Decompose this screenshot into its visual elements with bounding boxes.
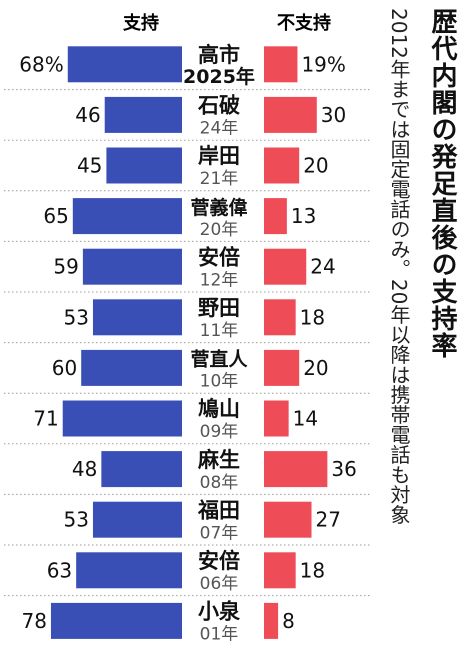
cabinet-year-label: 12年 <box>200 270 239 290</box>
cabinet-name-label: 岸田 <box>198 144 240 168</box>
nonsupport-bar <box>264 501 312 538</box>
support-bar <box>106 147 182 184</box>
cabinet-name-label: 安倍 <box>198 245 240 269</box>
nonsupport-value-label: 20 <box>303 154 328 178</box>
cabinet-year-label: 10年 <box>200 372 239 392</box>
cabinet-year-label: 21年 <box>200 169 239 189</box>
nonsupport-value-label: 18 <box>300 305 325 329</box>
support-bar <box>76 552 182 589</box>
nonsupport-value-label: 14 <box>293 407 318 431</box>
nonsupport-bar <box>264 198 287 235</box>
support-bar <box>104 96 182 133</box>
cabinet-year-label: 24年 <box>200 119 239 139</box>
support-value-label: 71 <box>33 407 58 431</box>
cabinet-year-label: 08年 <box>200 473 239 493</box>
cabinet-name-label: 菅義偉 <box>190 196 247 219</box>
nonsupport-bar <box>264 451 328 488</box>
cabinet-year-label: 11年 <box>200 321 239 341</box>
nonsupport-bar <box>264 299 296 336</box>
support-bar <box>101 451 182 488</box>
support-value-label: 59 <box>53 255 78 279</box>
nonsupport-value-label: 30 <box>321 103 346 127</box>
support-bar <box>67 46 182 83</box>
support-bar <box>72 198 182 235</box>
nonsupport-value-label: 8 <box>282 609 295 633</box>
cabinet-name-label: 高市 <box>198 43 240 67</box>
support-header: 支持 <box>122 12 159 34</box>
nonsupport-bar <box>264 602 279 639</box>
support-bar <box>92 299 182 336</box>
cabinet-name-label: 安倍 <box>198 549 240 573</box>
support-bar <box>82 248 182 285</box>
support-value-label: 65 <box>43 204 68 228</box>
cabinet-year-label: 06年 <box>200 574 239 594</box>
cabinet-year-label: 01年 <box>200 625 239 645</box>
cabinet-year-label: 2025年 <box>183 65 255 88</box>
support-value-label: 63 <box>47 558 72 582</box>
chart-note: 2012年までは固定電話のみ。20年以降は携帯電話も対象 <box>387 8 411 525</box>
cabinet-name-label: 鳩山 <box>198 397 240 421</box>
nonsupport-value-label: 24 <box>310 255 335 279</box>
cabinet-name-label: 石破 <box>197 94 240 118</box>
nonsupport-value-label: 18 <box>300 558 325 582</box>
nonsupport-value-label: 27 <box>316 508 341 532</box>
cabinet-name-label: 菅直人 <box>190 348 248 371</box>
support-value-label: 68% <box>19 52 63 76</box>
nonsupport-value-label: 20 <box>303 356 328 380</box>
nonsupport-bar <box>264 400 289 437</box>
cabinet-year-label: 07年 <box>200 523 239 543</box>
support-value-label: 53 <box>64 305 89 329</box>
nonsupport-bar <box>264 552 296 589</box>
support-value-label: 48 <box>72 457 97 481</box>
nonsupport-bar <box>264 349 300 386</box>
nonsupport-bar <box>264 147 300 184</box>
nonsupport-value-label: 19% <box>301 52 345 76</box>
nonsupport-header: 不支持 <box>277 12 331 34</box>
chart-title: 歴代内閣の発足直後の支持率 <box>427 8 457 359</box>
nonsupport-value-label: 13 <box>291 204 316 228</box>
nonsupport-bar <box>264 96 317 133</box>
cabinet-year-label: 20年 <box>200 220 239 240</box>
cabinet-name-label: 福田 <box>197 498 240 522</box>
support-bar <box>62 400 182 437</box>
cabinet-name-label: 野田 <box>198 296 240 320</box>
nonsupport-bar <box>264 46 298 83</box>
support-bar <box>81 349 182 386</box>
cabinet-name-label: 小泉 <box>198 600 241 624</box>
cabinet-year-label: 09年 <box>200 422 239 442</box>
support-value-label: 45 <box>77 154 102 178</box>
cabinet-name-label: 麻生 <box>197 448 240 472</box>
support-value-label: 60 <box>52 356 77 380</box>
support-value-label: 46 <box>75 103 100 127</box>
support-bar <box>92 501 182 538</box>
support-bar <box>50 602 183 639</box>
nonsupport-bar <box>264 248 307 285</box>
nonsupport-value-label: 36 <box>331 457 356 481</box>
support-value-label: 78 <box>22 609 47 633</box>
support-value-label: 53 <box>64 508 89 532</box>
